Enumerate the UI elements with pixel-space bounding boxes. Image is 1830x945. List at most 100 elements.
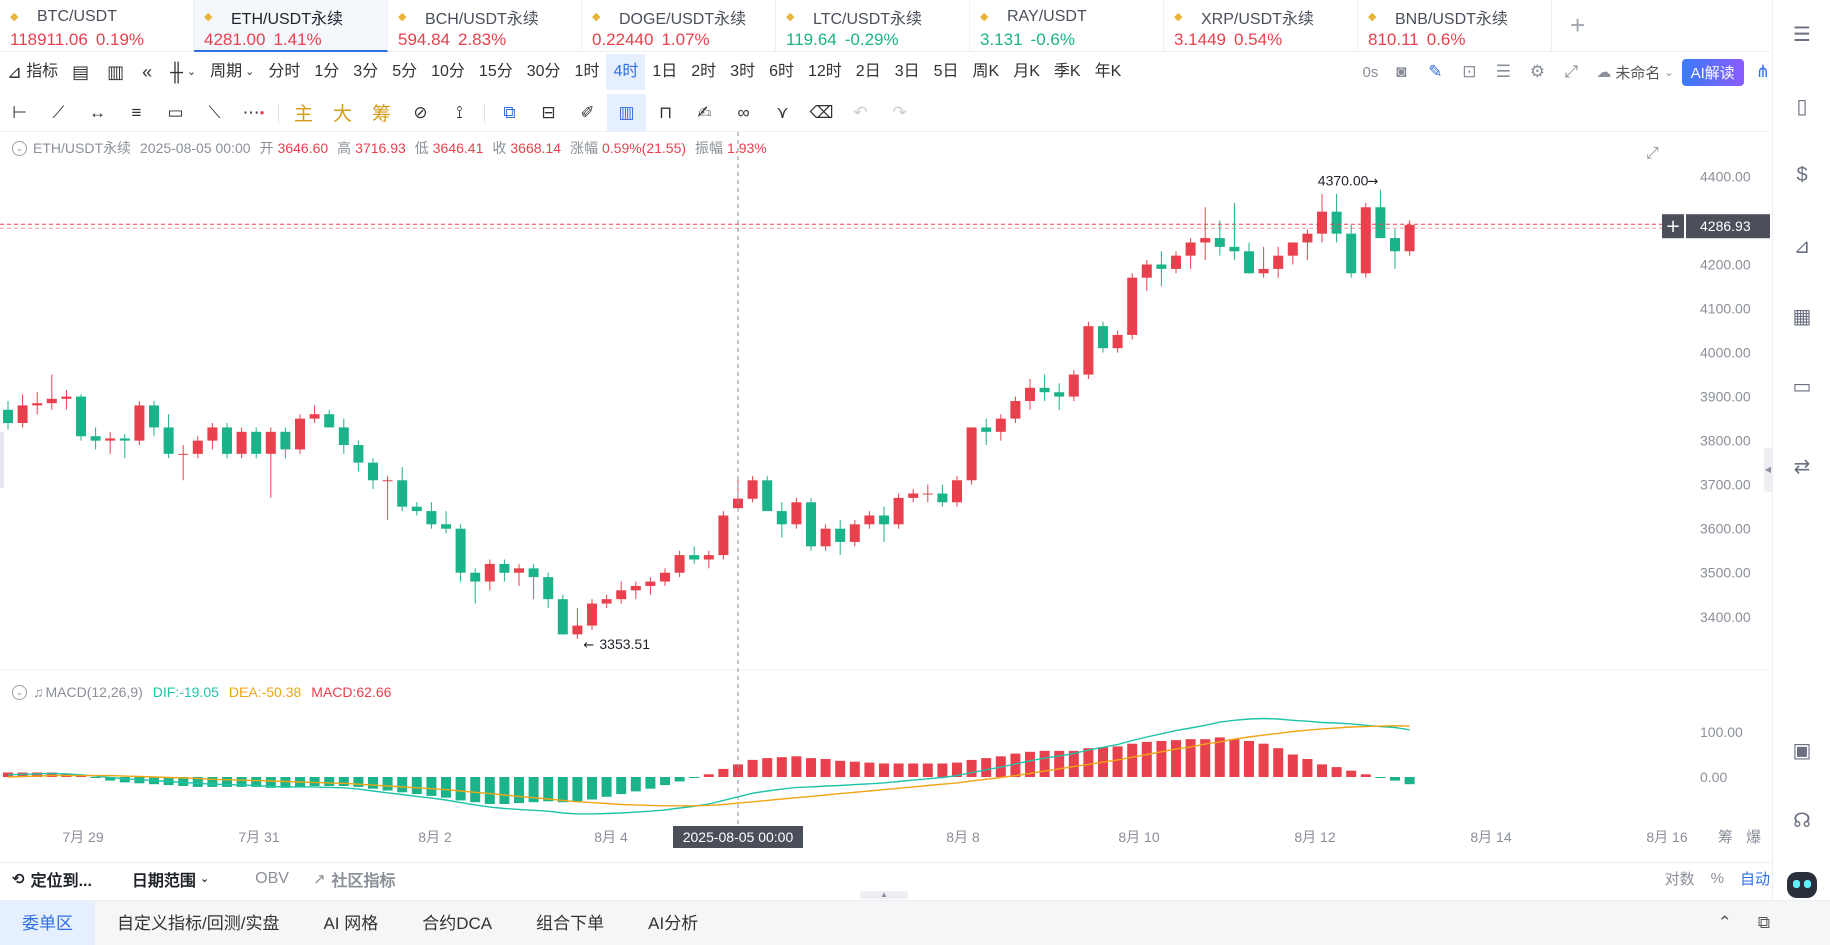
period-option[interactable]: 4时 <box>606 54 646 90</box>
layout-name[interactable]: 未命名 <box>1615 64 1661 82</box>
undo-icon[interactable]: ↶ <box>853 102 868 122</box>
collapse-icon[interactable]: ⌄ <box>12 684 27 700</box>
ticker-tab[interactable]: ◆ DOGE/USDT永续 0.22440 1.07% <box>582 0 776 52</box>
fullscreen-icon[interactable]: ⤢ <box>1564 62 1579 81</box>
period-option[interactable]: 月K <box>1013 63 1040 80</box>
ticker-tab[interactable]: ◆ LTC/USDT永续 119.64 -0.29% <box>776 0 970 52</box>
candlestick-chart[interactable]: 4400.004300.004200.004100.004000.003900.… <box>0 132 1770 852</box>
indicator-button[interactable]: ⊿ 指标 <box>0 54 65 90</box>
bookmark-icon[interactable]: ⧉ <box>503 102 516 122</box>
link-icon[interactable]: ∞ <box>737 102 750 122</box>
percent-scale-toggle[interactable]: % <box>1710 870 1724 887</box>
period-dropdown[interactable]: 周期 ⌄ <box>203 54 261 90</box>
panel-tab[interactable]: 自定义指标/回测/实盘 <box>117 913 280 933</box>
candle-mode-icon[interactable]: ▥ <box>607 93 646 132</box>
ticker-tab[interactable]: ◆ BTC/USDT 118911.06 0.19% <box>0 0 194 52</box>
panel-collapse-handle[interactable]: ▲ <box>860 891 908 899</box>
panel-tab[interactable]: 组合下单 <box>536 913 605 933</box>
trade-icon[interactable]: $ <box>1796 164 1808 186</box>
share-icon[interactable]: ⋔ <box>1755 62 1770 81</box>
assistant-robot-icon[interactable] <box>1787 872 1817 898</box>
period-option[interactable]: 5日 <box>933 63 959 80</box>
bell-icon[interactable]: ♫ <box>33 684 44 700</box>
etf-icon[interactable]: ▭ <box>1792 376 1812 398</box>
period-option[interactable]: 1时 <box>574 63 600 80</box>
community-indicator-button[interactable]: ↗ 社区指标 <box>312 870 396 890</box>
calendar-button[interactable]: ▤ <box>65 54 100 90</box>
panel-tab[interactable]: AI分析 <box>648 913 699 933</box>
trash-icon[interactable]: ⌫ <box>809 102 834 122</box>
period-option[interactable]: 年K <box>1094 63 1122 80</box>
collapse-icon[interactable]: ⌄ <box>12 140 27 156</box>
brush-icon[interactable]: ✐ <box>580 102 595 122</box>
rectangle-icon[interactable]: ▭ <box>167 102 184 122</box>
ruler-icon[interactable]: ⊟ <box>541 102 556 122</box>
left-collapse-handle[interactable] <box>0 432 4 488</box>
add-ticker-icon[interactable]: + <box>1570 10 1586 40</box>
period-option[interactable]: 12时 <box>807 63 842 80</box>
more-icon[interactable]: ⋯ ● <box>242 102 265 122</box>
locate-button[interactable]: ⟲ 定位到... <box>12 870 92 890</box>
period-option[interactable]: 5分 <box>392 63 418 80</box>
note-icon[interactable]: ✍ <box>697 102 712 122</box>
period-option[interactable]: 6时 <box>769 63 794 80</box>
layout-button[interactable]: ▥ <box>100 54 135 90</box>
period-option[interactable]: 3分 <box>353 63 379 80</box>
settings-icon[interactable]: ⚙ <box>1529 62 1545 81</box>
analysis-icon[interactable]: ⊿ <box>1793 236 1811 258</box>
period-option[interactable]: 1分 <box>314 63 340 80</box>
main-force-button[interactable]: 主 <box>293 104 313 125</box>
swap-icon[interactable]: ⇄ <box>1793 456 1811 478</box>
orderbook-icon[interactable]: ▯ <box>1796 96 1808 118</box>
auto-scale-toggle[interactable]: 自动 <box>1739 871 1770 888</box>
period-option[interactable]: 3时 <box>730 63 756 80</box>
data-icon[interactable]: ▦ <box>1792 306 1812 328</box>
magnet-icon[interactable]: ⟟ <box>456 102 463 122</box>
ticker-tab[interactable]: ◆ ETH/USDT永续 4281.00 1.41% <box>194 0 388 52</box>
ray-icon[interactable]: ⟍ <box>208 102 221 122</box>
period-option[interactable]: 30分 <box>526 63 561 80</box>
panel-layout-icon[interactable]: ▣ <box>1792 740 1812 762</box>
replay-button[interactable]: « <box>135 54 163 90</box>
measure-icon[interactable]: ⊘ <box>413 102 428 122</box>
range-icon[interactable]: ↔ <box>89 102 106 122</box>
ai-interpret-button[interactable]: AI解读 <box>1681 58 1744 86</box>
panel-tab[interactable]: 委单区 <box>0 900 95 945</box>
sidebar-collapse-handle[interactable]: ◀ <box>1764 448 1772 492</box>
period-option[interactable]: 季K <box>1053 63 1081 80</box>
period-option[interactable]: 2时 <box>691 63 717 80</box>
template-icon[interactable]: ⊡ <box>1462 62 1477 81</box>
ticker-tab[interactable]: ◆ BCH/USDT永续 594.84 2.83% <box>388 0 582 52</box>
big-order-button[interactable]: 大 <box>332 104 352 125</box>
support-icon[interactable]: ☊ <box>1793 810 1811 832</box>
list-icon[interactable]: ☰ <box>1495 62 1511 81</box>
date-range-button[interactable]: 日期范围 ⌄ <box>131 872 210 890</box>
period-option[interactable]: 15分 <box>478 63 513 80</box>
period-option[interactable]: 分时 <box>268 63 301 80</box>
redo-icon[interactable]: ↷ <box>892 102 907 122</box>
log-scale-toggle[interactable]: 对数 <box>1664 871 1695 888</box>
period-option[interactable]: 10分 <box>431 63 465 80</box>
lock-icon[interactable]: ⊓ <box>658 102 673 122</box>
ticker-tab[interactable]: ◆ RAY/USDT 3.131 -0.6% <box>970 0 1164 52</box>
ticker-tab[interactable]: ◆ BNB/USDT永续 810.11 0.6% <box>1358 0 1552 52</box>
chip-button[interactable]: 筹 <box>371 104 391 125</box>
popout-icon[interactable]: ⧉ <box>1757 913 1770 932</box>
chart-type-button[interactable]: ╫ ⌄ <box>163 54 203 90</box>
period-option[interactable]: 3日 <box>894 63 920 80</box>
period-option[interactable]: 1日 <box>652 63 678 80</box>
parallel-lines-icon[interactable]: ≡ <box>131 102 142 122</box>
period-option[interactable]: 周K <box>972 63 1000 80</box>
pencil-icon[interactable]: ✎ <box>1428 62 1443 81</box>
panel-tab[interactable]: AI 网格 <box>323 913 379 933</box>
trend-line-icon[interactable]: ⟋ <box>52 102 65 122</box>
filter-icon[interactable]: ⋎ <box>776 102 789 122</box>
camera-icon[interactable]: ◙ <box>1396 62 1407 81</box>
watchlist-icon[interactable]: ☰ <box>1793 24 1811 46</box>
chevron-up-icon[interactable]: ⌃ <box>1717 913 1732 932</box>
obv-button[interactable]: OBV <box>255 869 289 887</box>
ticker-tab[interactable]: ◆ XRP/USDT永续 3.1449 0.54% <box>1164 0 1358 52</box>
panel-tab[interactable]: 合约DCA <box>422 913 493 933</box>
period-option[interactable]: 2日 <box>855 63 881 80</box>
horizontal-line-icon[interactable]: ⊢ <box>12 102 27 122</box>
